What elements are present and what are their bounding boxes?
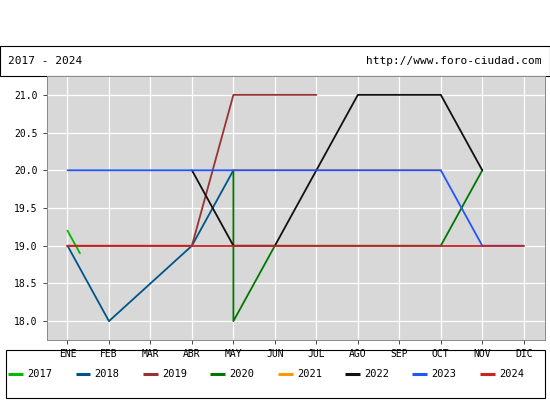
Text: 2021: 2021	[297, 369, 322, 379]
Text: 2024: 2024	[499, 369, 524, 379]
Text: 2020: 2020	[229, 369, 255, 379]
Text: 2017: 2017	[28, 369, 52, 379]
Text: 2018: 2018	[95, 369, 120, 379]
Text: 2017 - 2024: 2017 - 2024	[8, 56, 82, 66]
Text: 2019: 2019	[162, 369, 187, 379]
Text: http://www.foro-ciudad.com: http://www.foro-ciudad.com	[366, 56, 542, 66]
Text: Evolucion num de emigrantes en Villalba de Duero: Evolucion num de emigrantes en Villalba …	[65, 16, 485, 30]
Text: 2023: 2023	[432, 369, 456, 379]
Text: 2022: 2022	[364, 369, 389, 379]
